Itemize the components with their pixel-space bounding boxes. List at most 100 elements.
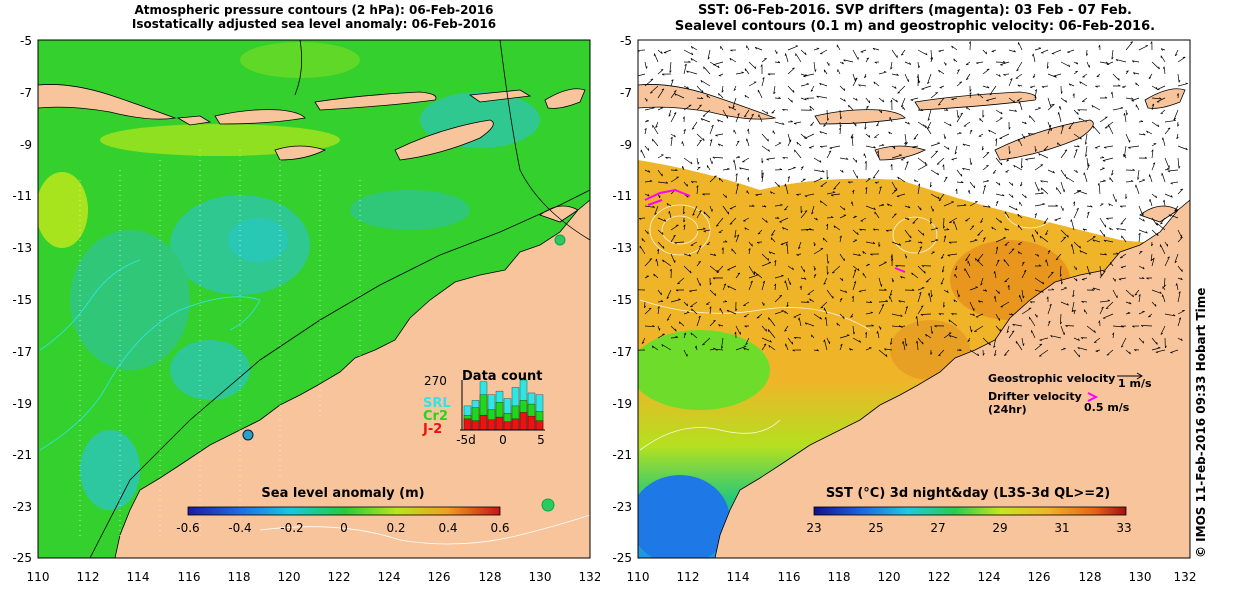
velocity-arrow: [917, 337, 924, 345]
velocity-arrow: [849, 348, 854, 351]
velocity-arrow: [967, 260, 971, 267]
velocity-arrow: [885, 229, 893, 232]
velocity-arrow: [657, 69, 664, 75]
velocity-arrow: [757, 89, 763, 99]
velocity-arrow: [819, 200, 828, 207]
island-sumba: [274, 145, 327, 161]
velocity-arrow: [1060, 125, 1064, 135]
velocity-arrow: [1073, 148, 1078, 159]
velocity-arrow: [1125, 289, 1134, 298]
velocity-arrow: [782, 157, 789, 160]
velocity-arrow: [852, 169, 858, 179]
velocity-arrow: [782, 108, 789, 112]
velocity-arrow: [811, 205, 815, 215]
velocity-arrow: [1092, 287, 1101, 291]
velocity-arrow: [644, 229, 649, 235]
velocity-arrow: [943, 228, 950, 231]
velocity-arrow: [852, 337, 862, 343]
velocity-arrow: [969, 85, 972, 92]
velocity-arrow: [852, 325, 856, 335]
y-tick-label: -15: [12, 293, 32, 307]
velocity-arrow: [1060, 85, 1063, 94]
velocity-arrow: [779, 217, 789, 223]
velocity-arrow: [703, 211, 711, 219]
velocity-arrow: [1008, 49, 1016, 53]
velocity-arrow: [969, 239, 978, 243]
velocity-arrow: [1086, 265, 1091, 276]
velocity-arrow: [787, 337, 794, 345]
velocity-arrow: [878, 300, 889, 303]
velocity-arrow: [683, 104, 692, 111]
velocity-arrow: [744, 325, 750, 328]
velocity-arrow: [735, 140, 740, 147]
velocity-arrow: [1177, 229, 1183, 238]
velocity-arrow: [1170, 349, 1179, 354]
velocity-arrow: [1041, 85, 1049, 88]
velocity-arrow: [878, 109, 883, 114]
velocity-arrow: [1034, 47, 1042, 51]
velocity-arrow: [1125, 349, 1131, 355]
y-tick-label: -7: [620, 86, 632, 100]
velocity-arrow: [930, 92, 938, 99]
velocity-arrow: [674, 241, 685, 245]
velocity-arrow: [1047, 250, 1051, 255]
velocity-arrow: [709, 157, 713, 165]
velocity-arrow: [862, 250, 867, 255]
velocity-arrow: [657, 229, 664, 235]
velocity-arrow: [1016, 61, 1023, 72]
geostrophic-velocity-arrows: [638, 41, 1188, 358]
velocity-arrow: [904, 205, 911, 209]
velocity-arrow: [1083, 172, 1088, 183]
velocity-arrow: [900, 49, 906, 56]
velocity-arrow: [807, 289, 815, 295]
velocity-arrow: [813, 61, 817, 72]
velocity-arrow: [1107, 124, 1114, 135]
velocity-arrow: [1151, 149, 1154, 159]
tide-gauge-marker: [541, 498, 555, 512]
velocity-arrow: [864, 160, 867, 171]
velocity-arrow: [743, 301, 750, 306]
velocity-arrow: [1125, 97, 1134, 100]
velocity-arrow: [1047, 271, 1054, 279]
x-tick-label: 128: [479, 570, 502, 584]
velocity-arrow: [1135, 184, 1140, 195]
velocity-arrow: [644, 61, 648, 69]
velocity-arrow: [712, 277, 724, 280]
velocity-arrow: [1032, 73, 1036, 78]
velocity-arrow: [739, 167, 750, 171]
right-title-line1: SST: 06-Feb-2016. SVP drifters (magenta)…: [698, 3, 1132, 18]
velocity-arrow: [1099, 116, 1108, 123]
velocity-arrow: [1098, 320, 1101, 327]
velocity-arrow: [770, 237, 776, 243]
velocity-arrow: [873, 81, 880, 87]
velocity-arrow: [1034, 229, 1039, 235]
velocity-arrow: [1084, 133, 1088, 145]
velocity-arrow: [656, 248, 660, 255]
velocity-arrow: [878, 241, 881, 247]
drifter-track: [894, 267, 906, 273]
velocity-arrow: [1008, 121, 1011, 130]
velocity-arrow: [761, 337, 772, 343]
velocity-arrow: [1095, 85, 1101, 88]
velocity-arrow: [930, 169, 940, 176]
geostrophic-scale-label: 1 m/s: [1118, 377, 1152, 390]
velocity-arrow: [904, 133, 908, 145]
data-count-x-tick: 0: [499, 433, 507, 447]
island-flores: [314, 91, 437, 111]
velocity-arrow: [1030, 330, 1036, 339]
velocity-arrow: [653, 273, 659, 279]
velocity-arrow: [787, 166, 796, 171]
velocity-arrow: [1080, 337, 1088, 340]
velocity-arrow: [681, 165, 685, 171]
velocity-arrow: [968, 189, 971, 195]
velocity-arrow: [872, 169, 880, 179]
velocity-arrow: [670, 234, 676, 243]
velocity-arrow: [696, 133, 705, 142]
velocity-arrow: [649, 85, 659, 94]
velocity-arrow: [1132, 325, 1140, 328]
x-axis-ticks: 110 112 114 116 118 120 122 124 126 128 …: [627, 570, 1197, 584]
velocity-arrow: [735, 113, 740, 123]
velocity-arrow: [988, 129, 997, 135]
velocity-arrow: [1076, 190, 1088, 195]
velocity-arrow: [792, 349, 802, 352]
